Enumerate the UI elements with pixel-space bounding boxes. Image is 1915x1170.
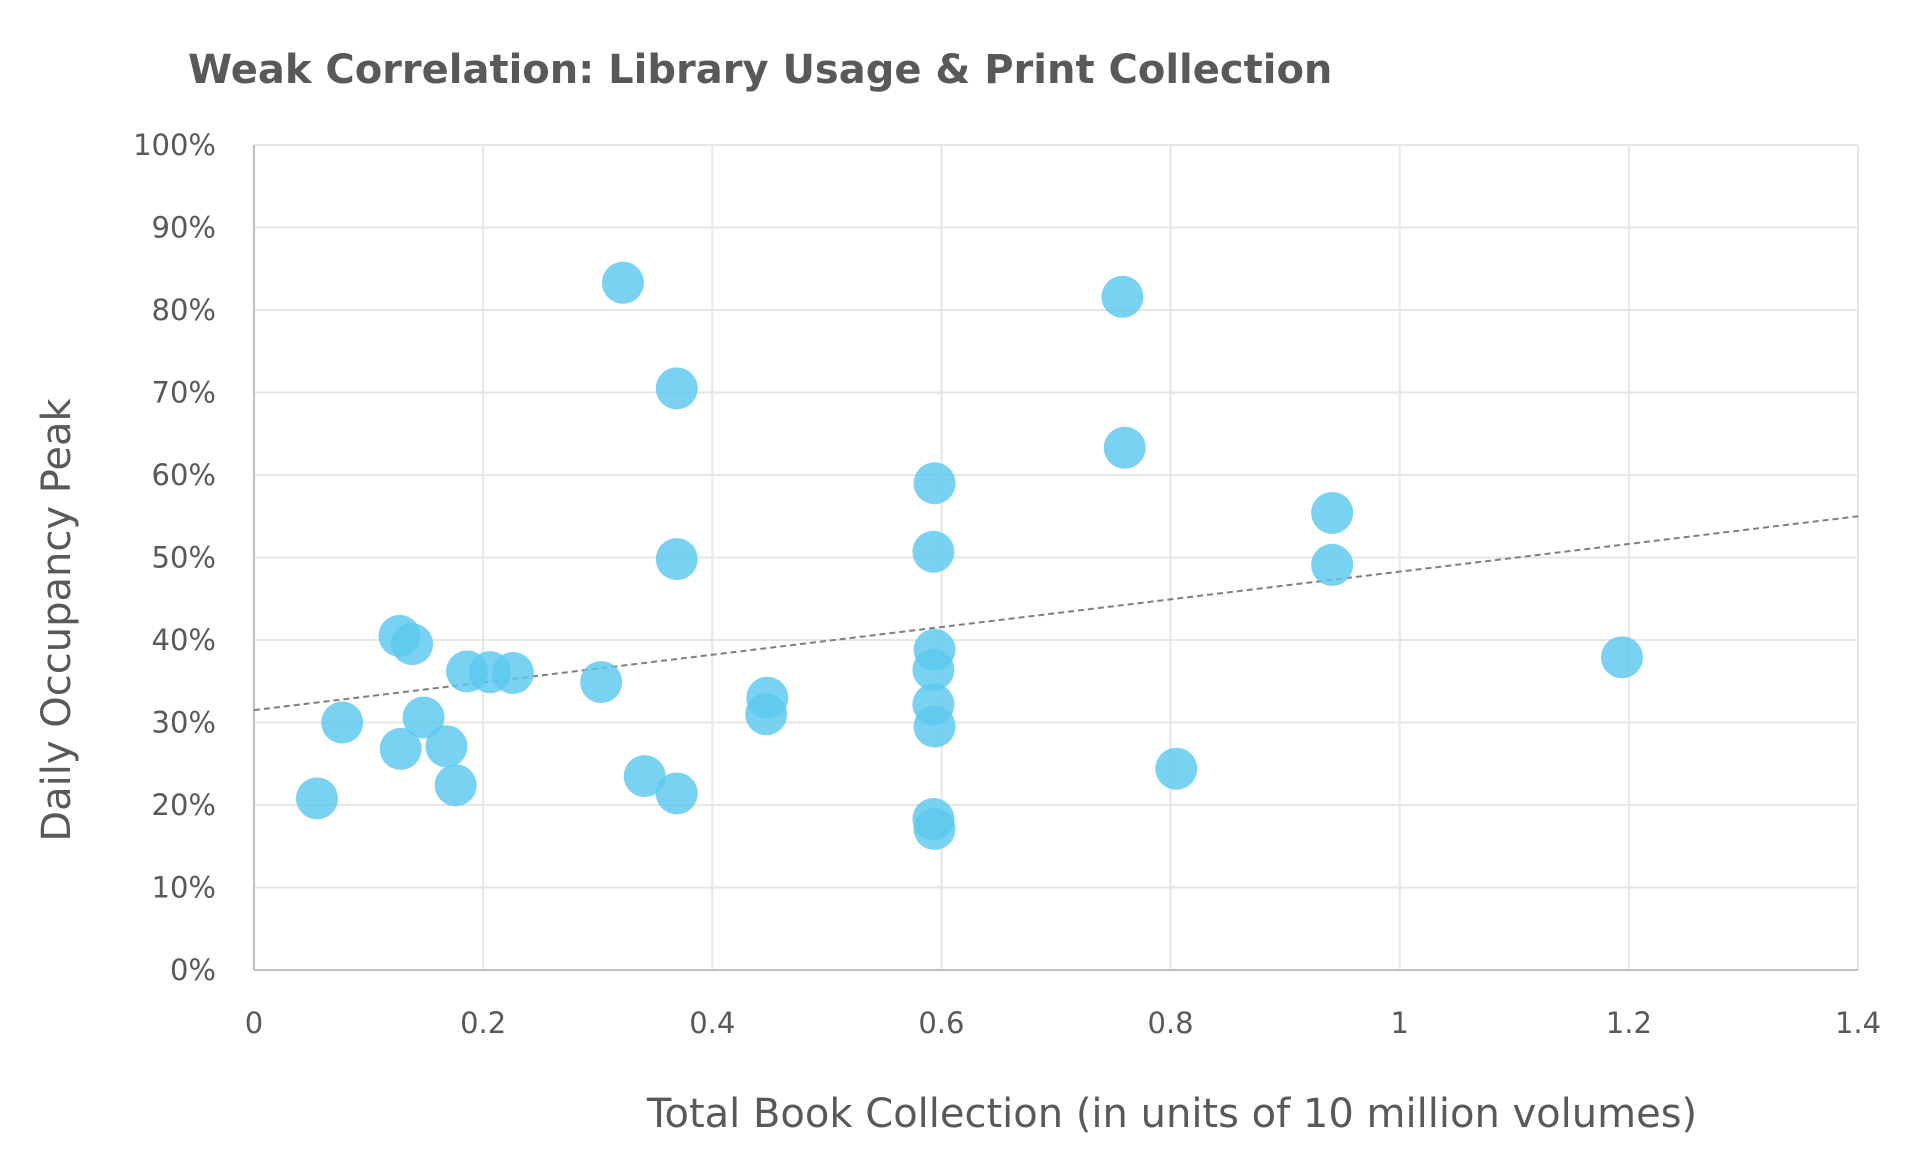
data-point — [1103, 426, 1146, 469]
data-point — [913, 807, 956, 850]
y-tick-label: 80% — [152, 293, 216, 327]
y-tick-label: 50% — [152, 541, 216, 575]
gridlines — [254, 144, 1859, 970]
y-tick-label: 100% — [133, 128, 216, 162]
data-point — [379, 727, 422, 770]
data-point — [296, 777, 339, 820]
x-tick-label: 1.2 — [1606, 1006, 1652, 1040]
data-point — [912, 530, 955, 573]
data-point — [623, 755, 666, 798]
x-tick-label: 0.6 — [918, 1006, 964, 1040]
data-point — [391, 623, 434, 666]
x-tick-label: 1 — [1390, 1006, 1408, 1040]
data-point — [321, 701, 364, 744]
x-tick-label: 0.2 — [460, 1006, 506, 1040]
data-points — [296, 261, 1643, 850]
y-tick-label: 20% — [152, 788, 216, 822]
data-point — [745, 693, 788, 736]
data-point — [425, 725, 468, 768]
y-tick-label: 30% — [152, 706, 216, 740]
data-point — [655, 538, 698, 581]
data-point — [1101, 275, 1144, 318]
x-tick-label: 0 — [245, 1006, 263, 1040]
data-point — [655, 772, 698, 815]
data-point — [913, 705, 956, 748]
data-point — [655, 367, 698, 410]
y-tick-label: 90% — [152, 211, 216, 245]
y-tick-label: 60% — [152, 458, 216, 492]
y-axis-label: Daily Occupancy Peak — [34, 397, 80, 841]
data-point — [601, 261, 644, 304]
data-point — [1155, 747, 1198, 790]
data-point — [913, 462, 956, 505]
x-tick-label: 1.4 — [1835, 1006, 1881, 1040]
data-point — [434, 764, 477, 807]
y-tick-label: 70% — [152, 376, 216, 410]
x-tick-label: 0.8 — [1148, 1006, 1194, 1040]
y-tick-label: 10% — [152, 871, 216, 905]
x-tick-label: 0.4 — [689, 1006, 735, 1040]
y-tick-label: 40% — [152, 623, 216, 657]
axes — [253, 145, 1858, 971]
tick-labels: 0% 10% 20% 30% 40% 50% 60% 70% 80% 90% 100% 0 0.2 0.4… — [133, 128, 1881, 1040]
data-point — [1311, 491, 1354, 534]
data-point — [402, 696, 445, 739]
data-point — [912, 648, 955, 691]
chart-title: Weak Correlation: Library Usage & Print … — [188, 47, 1332, 93]
data-point — [1311, 543, 1354, 586]
y-tick-label: 0% — [170, 953, 216, 987]
data-point — [1600, 636, 1643, 679]
data-point — [491, 652, 534, 694]
x-axis-label: Total Book Collection (in units of 10 mi… — [646, 1091, 1697, 1137]
data-point — [580, 661, 623, 704]
